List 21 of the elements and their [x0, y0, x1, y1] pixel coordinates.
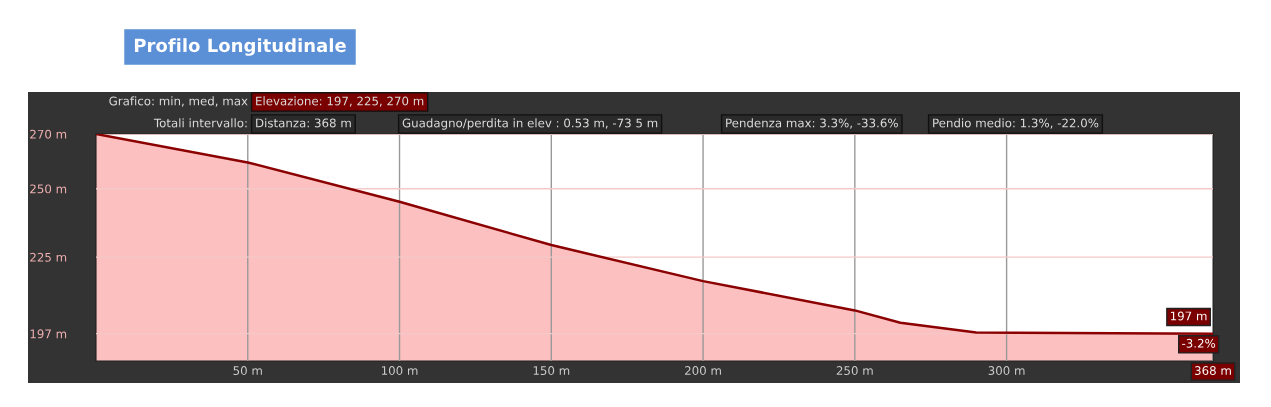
chart-title: Profilo Longitudinale: [134, 38, 346, 56]
text: Elevazione: 197, 225, 270 m: [256, 96, 424, 107]
y-tick-label: 197 m: [30, 329, 67, 339]
text: Pendio medio: 1.3%, -22.0%: [933, 118, 1099, 129]
x-tick-label: 50 m: [233, 366, 262, 375]
x-tick-label: 368 m: [1195, 366, 1231, 375]
y-tick-label: 250 m: [30, 184, 67, 194]
x-tick-label: 200 m: [685, 366, 721, 375]
text: Totali intervallo:: [153, 118, 247, 128]
text: Distanza: 368 m: [256, 118, 351, 128]
y-tick-label: 225 m: [30, 252, 67, 262]
y-tick-label: 270 m: [30, 129, 67, 139]
text: Pendenza max: 3.3%, -33.6%: [726, 118, 898, 129]
x-tick-label: 150 m: [533, 366, 570, 375]
x-tick-label: 100 m: [381, 366, 418, 375]
annotation: 197 m: [1170, 311, 1207, 321]
x-tick-label: 300 m: [988, 366, 1025, 375]
text: Grafico: min, med, max: [109, 96, 248, 107]
annotation: -3.2%: [1182, 338, 1216, 348]
text: Guadagno/perdita in elev : 0.53 m, -73 5 m: [402, 118, 658, 130]
x-tick-label: 250 m: [836, 366, 873, 375]
